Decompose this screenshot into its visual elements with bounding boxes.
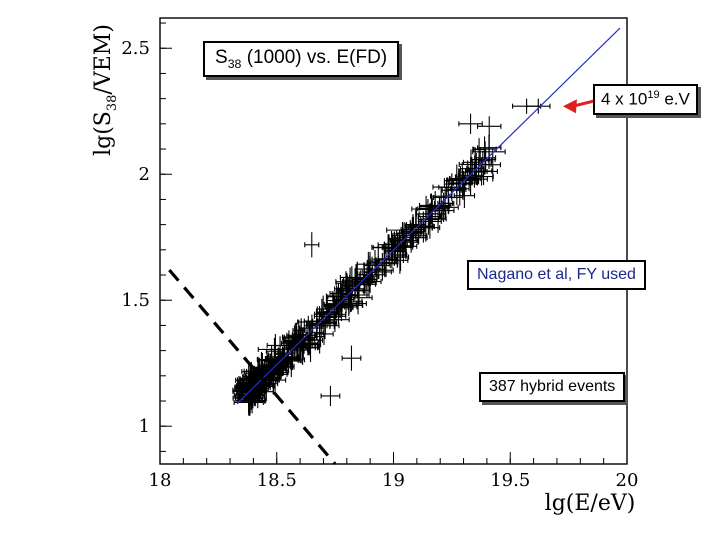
cut-line: [168, 268, 337, 466]
y-tick-label: 2.5: [121, 38, 150, 59]
axis-ticks: [159, 22, 628, 464]
annotation-arrowhead: [562, 99, 577, 114]
fit-label-box: Nagano et al, FY used: [467, 260, 646, 290]
y-tick-label: 1.5: [121, 290, 150, 311]
x-tick-label: 18: [149, 470, 172, 491]
data-point: [310, 325, 324, 341]
data-points: [232, 98, 551, 416]
x-tick-label: 18.5: [257, 470, 297, 491]
data-point: [466, 161, 483, 176]
data-point: [294, 320, 308, 349]
tick-labels: 18 18.5 19 19.5 20 1 1.5 2 2.5: [121, 38, 638, 491]
data-point: [512, 98, 542, 114]
data-point: [304, 232, 320, 258]
data-point: [388, 229, 411, 250]
data-point: [315, 295, 339, 329]
data-point: [243, 381, 264, 397]
data-point: [458, 113, 483, 134]
data-point: [359, 265, 386, 284]
data-point: [477, 116, 502, 137]
data-point: [375, 243, 397, 277]
data-point: [273, 355, 285, 373]
data-point: [317, 314, 329, 327]
x-axis-title: lg(E/eV): [545, 491, 636, 516]
data-point: [417, 204, 442, 230]
data-point: [462, 149, 480, 176]
data-point: [313, 319, 326, 354]
data-point: [461, 159, 490, 171]
data-point: [400, 222, 426, 237]
data-point: [341, 345, 362, 371]
y-tick-label: 2: [139, 164, 150, 185]
data-point: [318, 310, 350, 330]
data-point: [431, 196, 448, 220]
fit-line: [236, 27, 621, 404]
data-point: [292, 319, 306, 341]
data-point: [479, 149, 493, 173]
event-count-box: 387 hybrid events: [479, 372, 626, 402]
y-tick-label: 1: [139, 416, 150, 437]
data-point: [320, 385, 341, 407]
y-axis-title: lg(S38/VEM): [91, 24, 120, 156]
x-tick-label: 20: [616, 470, 639, 491]
data-point: [325, 294, 342, 307]
data-point: [418, 191, 452, 220]
chart-title-box: S38 (1000) vs. E(FD): [203, 41, 400, 77]
data-point: [272, 346, 306, 374]
x-tick-label: 19.5: [490, 470, 530, 491]
data-point: [433, 180, 464, 215]
data-point: [282, 330, 296, 350]
x-tick-label: 19: [382, 470, 405, 491]
data-point: [438, 173, 466, 202]
data-point: [325, 283, 359, 309]
energy-annotation-box: 4 x 1019 e.V: [593, 84, 698, 115]
data-point: [452, 168, 467, 198]
